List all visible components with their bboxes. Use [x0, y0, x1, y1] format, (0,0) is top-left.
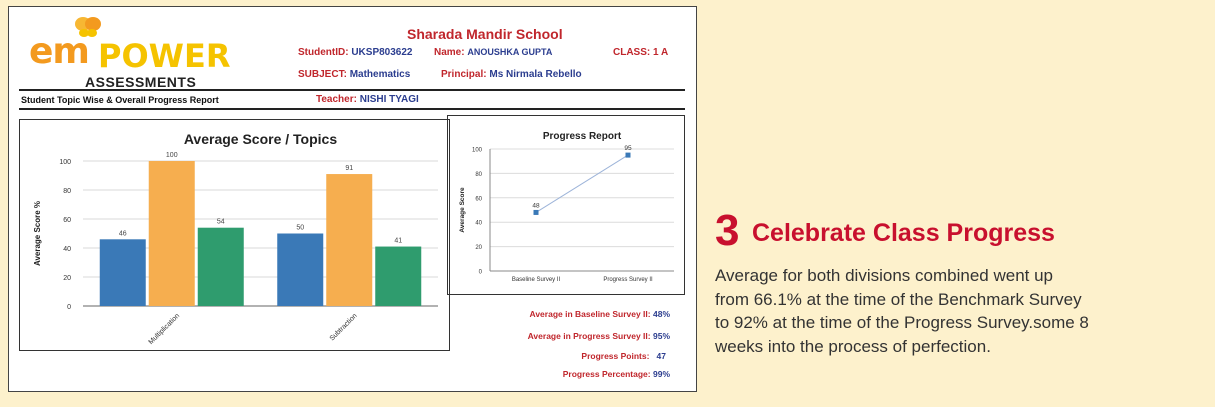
- chart-title: Average Score / Topics: [184, 131, 337, 147]
- logo-assessments: ASSESSMENTS: [85, 74, 197, 90]
- y-tick-label: 0: [479, 270, 483, 276]
- bar-chart-panel: Average Score / Topics Average Score % 0 20…: [19, 119, 450, 351]
- baseline-average: Average in Baseline Survey II: 48%: [529, 309, 671, 319]
- bar-value-label: 100: [166, 152, 178, 159]
- description-line: Average for both divisions combined went…: [715, 266, 1053, 285]
- y-tick-label: 60: [475, 196, 482, 202]
- data-point: [533, 209, 539, 215]
- bar: [375, 246, 422, 306]
- bar-value-label: 46: [119, 230, 127, 237]
- description-line: to 92% at the time of the Progress Surve…: [715, 313, 1089, 332]
- school-name: Sharada Mandir School: [407, 26, 563, 42]
- bar: [99, 239, 146, 306]
- report-card: em POWER ASSESSMENTS Sharada Mandir Scho…: [8, 6, 697, 392]
- x-tick-label: Multiplication: [148, 312, 182, 346]
- student-name: Name: ANOUSHKA GUPTA: [434, 47, 553, 58]
- y-tick-label: 100: [472, 148, 483, 154]
- logo-em: em: [29, 31, 90, 72]
- x-tick-label: Baseline Survey II: [512, 277, 561, 283]
- bar-value-label: 91: [345, 165, 353, 172]
- step-heading: Celebrate Class Progress: [752, 219, 1055, 247]
- bar: [326, 174, 373, 306]
- x-tick-label: Progress Survey II: [603, 277, 653, 283]
- y-tick-label: 80: [475, 172, 482, 178]
- principal-info: Principal: Ms Nirmala Rebello: [441, 69, 582, 80]
- description-line: from 66.1% at the time of the Benchmark …: [715, 289, 1082, 309]
- point-value-label: 95: [624, 145, 632, 152]
- series-line: [535, 154, 629, 213]
- bar-value-label: 54: [217, 219, 225, 226]
- student-id: StudentID: UKSP803622: [298, 47, 413, 58]
- line-chart-panel: Progress Report Average Score 0 20 40 60 80 100…: [447, 115, 685, 295]
- progress-points: Progress Points: 47: [581, 351, 666, 361]
- description-line: weeks into the process of perfection.: [715, 336, 991, 356]
- point-value-label: 48: [532, 202, 540, 209]
- y-axis-label: Average Score: [459, 187, 466, 233]
- step-description: Average for both divisions combined went…: [715, 264, 1185, 358]
- y-tick-label: 60: [63, 217, 71, 224]
- subject-info: SUBJECT: Mathematics: [298, 69, 411, 80]
- y-tick-label: 20: [63, 275, 71, 282]
- line-chart: Progress Report Average Score 0 20 40 60 80 100…: [459, 131, 674, 283]
- butterfly-icon: [75, 17, 101, 37]
- progress-percentage: Progress Percentage: 99%: [562, 369, 670, 379]
- y-tick-label: 20: [475, 245, 482, 251]
- bar: [197, 227, 244, 306]
- divider: [19, 108, 685, 110]
- logo-power: POWER: [98, 37, 231, 75]
- y-tick-label: 40: [63, 246, 71, 253]
- chart-title: Progress Report: [543, 131, 622, 142]
- bar-value-label: 41: [394, 238, 402, 245]
- teacher-info: Teacher: NISHI TYAGI: [316, 94, 419, 105]
- step-number: 3: [715, 206, 740, 255]
- empower-logo: em POWER ASSESSMENTS: [21, 15, 230, 95]
- x-tick-label: Subtraction: [329, 312, 359, 342]
- y-tick-label: 0: [67, 304, 71, 311]
- y-axis-label: Average Score %: [33, 201, 42, 266]
- divider: [19, 89, 685, 91]
- data-point: [625, 152, 631, 158]
- y-tick-label: 40: [475, 221, 482, 227]
- bar-value-label: 50: [296, 225, 304, 232]
- y-tick-label: 80: [63, 188, 71, 195]
- bar-chart: Average Score / Topics Average Score % 0 20…: [33, 131, 438, 346]
- report-title: Student Topic Wise & Overall Progress Re…: [21, 95, 219, 105]
- bar: [148, 161, 195, 306]
- bar: [277, 233, 324, 306]
- y-tick-label: 100: [59, 159, 71, 166]
- progress-average: Average in Progress Survey II: 95%: [527, 331, 670, 341]
- class-info: CLASS: 1 A: [613, 47, 669, 58]
